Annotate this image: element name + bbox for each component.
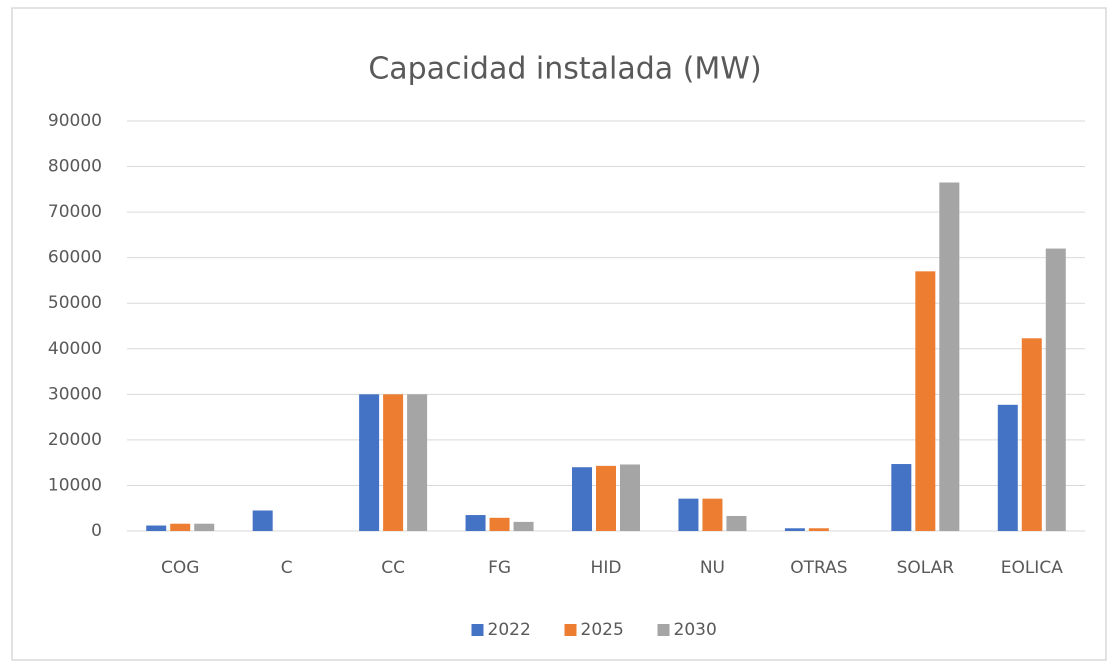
y-tick-label: 60000 [48,248,102,268]
y-tick-label: 20000 [48,430,102,450]
x-tick-label: FG [488,558,511,578]
bar [383,394,404,531]
bar [170,523,191,531]
bar [997,404,1018,531]
bar [407,394,428,531]
bar [702,498,723,531]
bar [465,515,486,531]
x-tick-label: HID [591,558,622,578]
legend-label: 2025 [581,620,624,640]
x-tick-label: EOLICA [1001,558,1063,578]
y-tick-label: 70000 [48,202,102,222]
y-tick-label: 0 [91,521,102,541]
bar [808,528,829,531]
legend-swatch [657,624,670,636]
bar [1045,248,1066,532]
x-tick-label: COG [161,558,199,578]
bar [194,523,215,531]
y-tick-label: 80000 [48,157,102,177]
y-tick-label: 40000 [48,339,102,359]
x-tick-label: CC [381,558,405,578]
bar [252,510,273,531]
y-tick-label: 30000 [48,384,102,404]
x-tick-label: OTRAS [790,558,847,578]
bar [784,528,805,531]
x-tick-label: SOLAR [897,558,955,578]
x-tick-label: NU [700,558,725,578]
bar [513,521,534,531]
legend-label: 2022 [488,620,531,640]
bar [146,525,167,531]
bar [359,394,380,531]
chart-title: Capacidad instalada (MW) [368,52,761,87]
y-tick-label: 50000 [48,293,102,313]
bar [620,464,640,531]
bar [891,464,912,531]
bar [572,467,592,531]
bar [678,498,699,531]
legend-label: 2030 [674,620,717,640]
bar [915,271,936,531]
bar [939,182,960,531]
bar [489,517,510,531]
y-tick-label: 90000 [48,111,102,131]
legend-swatch [471,624,484,636]
y-tick-label: 10000 [48,475,102,495]
bar [1021,338,1042,531]
bar [596,465,616,531]
legend-swatch [564,624,577,636]
x-tick-label: C [281,558,293,578]
bar [726,515,747,531]
